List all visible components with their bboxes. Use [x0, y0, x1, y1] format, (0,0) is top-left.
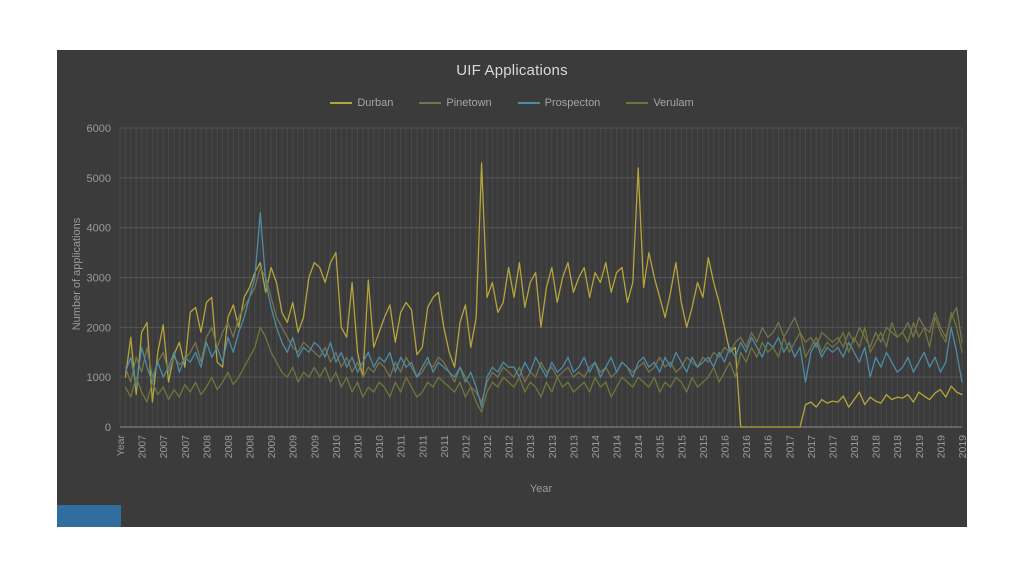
legend-line-swatch-verulam: [626, 102, 649, 104]
x-tick-label: 2019: [914, 435, 926, 459]
x-tick-label: 2017: [806, 435, 818, 459]
legend-item-prospecton[interactable]: Prospecton: [517, 97, 601, 109]
y-tick-label: 5000: [87, 173, 111, 185]
series-line-prospecton: [124, 212, 963, 408]
legend-label-durban: Durban: [357, 97, 394, 109]
y-axis-title: Number of applications: [71, 217, 83, 331]
x-tick-label: 2011: [439, 435, 451, 458]
x-tick-label: 2014: [612, 435, 624, 459]
y-tick-label: 6000: [87, 123, 111, 135]
legend-item-durban[interactable]: Durban: [330, 97, 393, 109]
legend-label-verulam: Verulam: [653, 97, 694, 109]
x-tick-label: 2008: [223, 435, 235, 459]
chart-legend: Durban Pinetown Prospecton Verulam: [57, 97, 967, 109]
x-tick-label: 2018: [849, 435, 861, 459]
x-tick-label: 2012: [460, 435, 472, 459]
series-line-pinetown: [124, 266, 963, 403]
slide: UIF Applications Durban Pinetown Prospec…: [57, 50, 967, 527]
x-tick-label: 2016: [763, 435, 775, 459]
x-tick-label: 2018: [892, 435, 904, 459]
x-axis-title: Year: [529, 483, 553, 495]
x-tick-label: 2011: [417, 435, 429, 458]
x-tick-label: 2010: [374, 435, 386, 459]
x-tick-label: 2016: [720, 435, 732, 459]
x-tick-label: 2013: [568, 435, 580, 459]
x-tick-label: 2012: [482, 435, 494, 459]
x-tick-label: 2019: [935, 435, 947, 459]
x-tick-label: 2015: [698, 435, 710, 459]
x-tick-label: 2007: [137, 435, 149, 459]
x-tick-label: 2013: [525, 435, 537, 459]
x-tick-label: 2017: [827, 435, 839, 459]
x-tick-label: 2009: [309, 435, 321, 459]
x-tick-label: 2009: [266, 435, 278, 459]
x-tick-label: 2019: [957, 435, 967, 459]
chart-title: UIF Applications: [456, 62, 568, 79]
x-tick-label: 2011: [396, 435, 408, 458]
line-chart-plot[interactable]: 0 1000 2000 3000 4000 5000 6000 Year 2007 2007 200…: [57, 50, 967, 527]
x-tick-label: 2008: [245, 435, 257, 459]
legend-line-swatch-durban: [330, 102, 353, 104]
x-tick-label: 2007: [180, 435, 192, 459]
y-tick-label: 0: [105, 422, 111, 434]
x-tick-label: Year: [115, 435, 127, 457]
x-tick-label: 2015: [676, 435, 688, 459]
series-line-verulam: [124, 311, 963, 413]
series-line-durban: [124, 162, 963, 428]
x-tick-label: 2007: [158, 435, 170, 459]
x-tick-label: 2010: [352, 435, 364, 459]
x-tick-label: 2014: [633, 435, 645, 459]
y-tick-label: 2000: [87, 322, 111, 334]
y-tick-label: 4000: [87, 223, 111, 235]
x-tick-label: 2013: [547, 435, 559, 459]
slide-accent-bar: [57, 505, 121, 527]
y-tick-label: 3000: [87, 273, 111, 285]
x-tick-label: 2014: [590, 435, 602, 459]
x-tick-label: 2017: [784, 435, 796, 459]
y-tick-label: 1000: [87, 372, 111, 384]
x-tick-label: 2010: [331, 435, 343, 459]
x-tick-label: 2012: [504, 435, 516, 459]
legend-item-verulam[interactable]: Verulam: [626, 97, 694, 109]
legend-item-pinetown[interactable]: Pinetown: [419, 97, 492, 109]
x-tick-label: 2008: [201, 435, 213, 459]
x-tick-label: 2009: [288, 435, 300, 459]
x-tick-label: 2018: [871, 435, 883, 459]
legend-label-prospecton: Prospecton: [544, 97, 601, 109]
legend-line-swatch-pinetown: [419, 102, 442, 104]
legend-line-swatch-prospecton: [517, 102, 540, 104]
x-tick-label: 2015: [655, 435, 667, 459]
x-tick-label: 2016: [741, 435, 753, 459]
legend-label-pinetown: Pinetown: [446, 97, 492, 109]
